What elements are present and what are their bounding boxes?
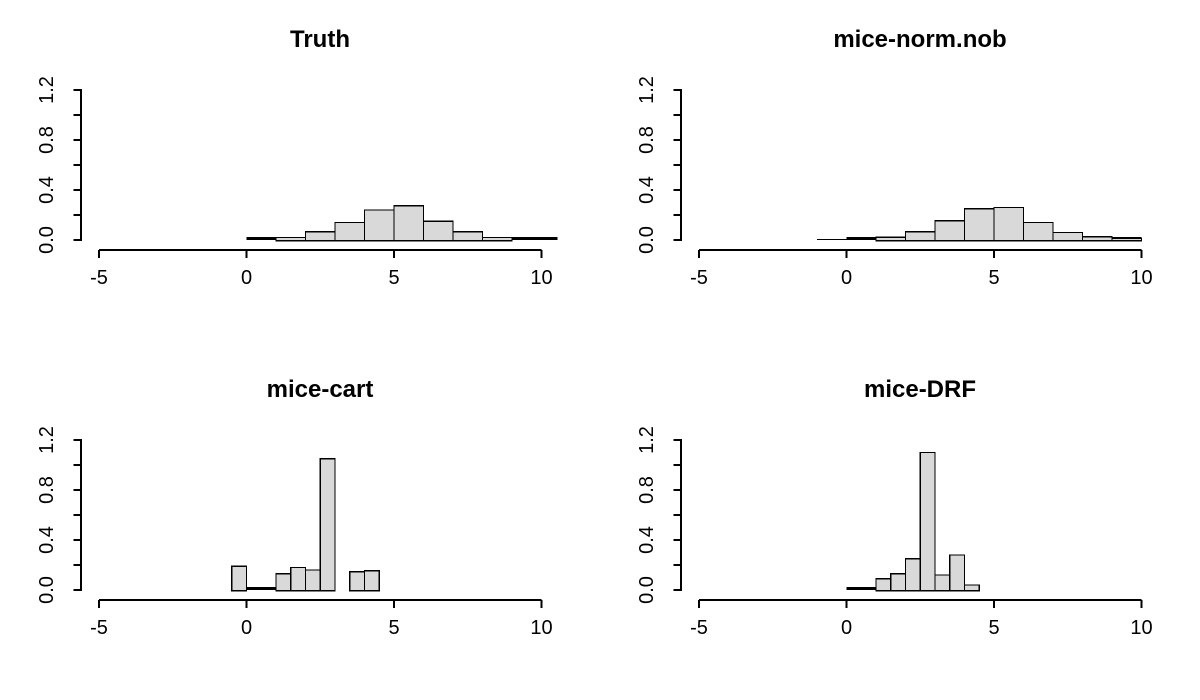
- svg-text:0: 0: [841, 267, 852, 289]
- histogram-bars: [875, 451, 980, 592]
- histogram-bar: [1022, 221, 1054, 242]
- histogram-bar: [481, 236, 513, 242]
- svg-text:0.4: 0.4: [636, 176, 658, 204]
- svg-text:0.8: 0.8: [36, 126, 58, 154]
- histogram-bar: [231, 565, 248, 592]
- svg-text:5: 5: [988, 617, 999, 639]
- svg-text:0.4: 0.4: [36, 526, 58, 554]
- histogram-bar: [349, 571, 366, 592]
- histogram-bar: [890, 573, 907, 592]
- svg-text:0.0: 0.0: [636, 226, 658, 254]
- svg-text:-5: -5: [690, 617, 708, 639]
- y-axis: 0.0 0.4 0.8 1.2: [636, 76, 682, 254]
- histogram-bar: [319, 458, 336, 592]
- histogram-bar: [363, 209, 395, 242]
- histogram-bar: [904, 558, 921, 592]
- svg-text:0: 0: [241, 617, 252, 639]
- histogram-bar: [934, 219, 966, 242]
- histogram-bars: [275, 204, 513, 242]
- histogram-bar: [304, 231, 336, 242]
- svg-text:5: 5: [988, 267, 999, 289]
- histogram-bar: [1081, 236, 1113, 242]
- histogram-bar: [875, 236, 907, 242]
- panel-title-mice-drf: mice-DRF: [863, 376, 977, 403]
- y-axis: 0.0 0.4 0.8 1.2: [36, 426, 82, 604]
- svg-text:0.0: 0.0: [636, 576, 658, 604]
- histogram-bar: [875, 578, 892, 592]
- svg-text:0: 0: [241, 267, 252, 289]
- histogram-bar: [1052, 231, 1084, 242]
- histogram-bar: [393, 204, 425, 242]
- svg-text:0.0: 0.0: [36, 226, 58, 254]
- svg-text:10: 10: [1130, 267, 1152, 289]
- panel-title-mice-cart: mice-cart: [266, 376, 374, 403]
- x-axis: -5 0 5 10: [90, 249, 553, 289]
- svg-text:0.0: 0.0: [36, 576, 58, 604]
- svg-text:-5: -5: [690, 267, 708, 289]
- histogram-bar: [363, 569, 380, 592]
- y-axis: 0.0 0.4 0.8 1.2: [636, 426, 682, 604]
- histogram-bar: [452, 231, 484, 242]
- panel-title-truth: Truth: [290, 26, 350, 53]
- histogram-bar: [304, 569, 321, 592]
- histogram-bar: [993, 206, 1025, 242]
- svg-text:0.8: 0.8: [636, 476, 658, 504]
- svg-text:1.2: 1.2: [36, 76, 58, 104]
- svg-text:5: 5: [388, 267, 399, 289]
- svg-text:10: 10: [1130, 617, 1152, 639]
- histogram-bars: [231, 458, 380, 592]
- svg-text:10: 10: [530, 617, 552, 639]
- histogram-panel-mice-drf: 0.0 0.4 0.8 1.2 -5 0 5 10: [636, 426, 1153, 639]
- panel-title-mice-norm-nob: mice-norm.nob: [833, 26, 1007, 53]
- svg-text:0.8: 0.8: [636, 126, 658, 154]
- svg-text:10: 10: [530, 267, 552, 289]
- x-axis: -5 0 5 10: [690, 249, 1153, 289]
- y-axis: 0.0 0.4 0.8 1.2: [36, 76, 82, 254]
- svg-text:1.2: 1.2: [636, 76, 658, 104]
- histogram-panel-mice-cart: 0.0 0.4 0.8 1.2 -5 0 5 10: [36, 426, 553, 639]
- svg-text:-5: -5: [90, 267, 108, 289]
- histogram-bar: [422, 220, 454, 242]
- x-axis: -5 0 5 10: [690, 599, 1153, 639]
- histogram-bar: [334, 221, 366, 242]
- histogram-bar: [290, 566, 307, 592]
- histogram-bar: [963, 584, 980, 592]
- histogram-panel-truth: 0.0 0.4 0.8 1.2 -5 0 5 10: [36, 76, 558, 289]
- histogram-panel-mice-norm-nob: 0.0 0.4 0.8 1.2 -5 0 5 10: [636, 76, 1153, 289]
- histogram-bar: [949, 554, 966, 592]
- svg-text:0.8: 0.8: [36, 476, 58, 504]
- histogram-bar: [275, 573, 292, 592]
- histogram-bars: [875, 206, 1143, 242]
- svg-text:0.4: 0.4: [36, 176, 58, 204]
- svg-text:1.2: 1.2: [36, 426, 58, 454]
- histogram-bar: [934, 574, 951, 592]
- histogram-bar: [904, 231, 936, 242]
- svg-text:0: 0: [841, 617, 852, 639]
- svg-text:1.2: 1.2: [636, 426, 658, 454]
- svg-text:-5: -5: [90, 617, 108, 639]
- histogram-bar: [275, 236, 307, 242]
- histogram-bar: [919, 451, 936, 592]
- histogram-bar: [1111, 237, 1143, 242]
- svg-text:0.4: 0.4: [636, 526, 658, 554]
- x-axis: -5 0 5 10: [90, 599, 553, 639]
- histogram-bar: [963, 208, 995, 242]
- svg-text:5: 5: [388, 617, 399, 639]
